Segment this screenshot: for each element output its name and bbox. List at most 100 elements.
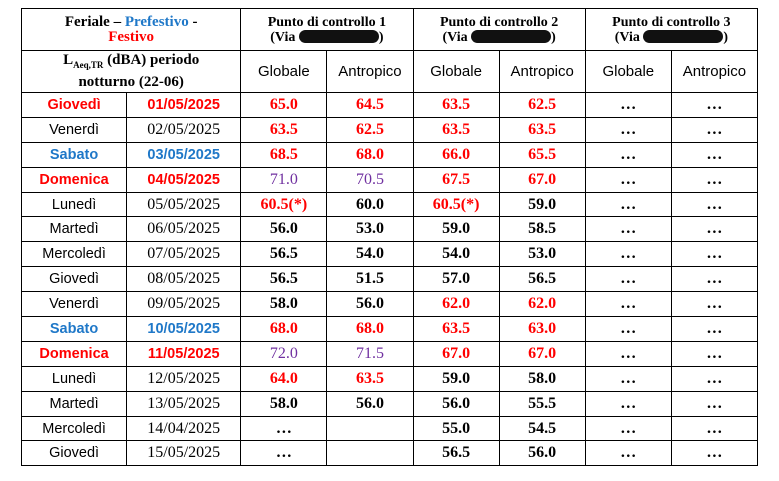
- legend-separator: -: [188, 13, 198, 30]
- row-day: Lunedì: [20, 191, 128, 218]
- value-cell: 65.0: [240, 92, 328, 118]
- table-row: Mercoledì 07/05/2025 56.5 54.0 54.0 53.0……: [20, 241, 759, 268]
- value-cell: …: [584, 390, 672, 417]
- point-3-header: Punto di controllo 3 (Via ): [584, 8, 759, 51]
- legend-prefestivo: Prefestivo: [124, 13, 189, 30]
- value-cell: 67.0: [498, 166, 586, 193]
- value-cell: 68.0: [326, 316, 414, 342]
- row-date: 04/05/2025: [126, 166, 242, 193]
- value-cell: …: [670, 216, 759, 243]
- row-day: Lunedì: [20, 365, 128, 392]
- value-cell: 58.5: [498, 216, 586, 243]
- value-cell: 65.5: [498, 141, 586, 168]
- row-date: 06/05/2025: [126, 216, 242, 243]
- table-row: Giovedì 15/05/2025… 56.5 56.0……: [20, 440, 759, 467]
- row-day: Mercoledì: [20, 241, 128, 268]
- laeq-unit-period: (dBA) periodo: [103, 52, 200, 68]
- laeq-period-label: LAeq,TR (dBA) periodo notturno (22-06): [20, 50, 242, 93]
- value-cell: 53.0: [326, 216, 414, 243]
- col-globale-p2: Globale: [412, 50, 500, 93]
- value-cell: 67.0: [412, 340, 500, 367]
- col-antropico-p2: Antropico: [498, 50, 586, 93]
- row-date: 02/05/2025: [126, 116, 242, 143]
- value-cell: …: [584, 116, 672, 143]
- value-cell: 71.0: [240, 166, 328, 193]
- value-cell: …: [584, 266, 672, 293]
- table-row: Martedì 13/05/2025 58.0 56.0 56.0 55.5……: [20, 390, 759, 417]
- legend-separator: –: [109, 13, 125, 30]
- value-cell: 60.5(*): [240, 191, 328, 218]
- value-cell: 56.0: [240, 216, 328, 243]
- laeq-subscript: Aeq,TR: [73, 60, 104, 70]
- redacted-street-mark: [643, 29, 724, 43]
- point-3-close: ): [723, 29, 729, 45]
- value-cell: 58.0: [240, 390, 328, 417]
- point-2-via: (Via: [442, 29, 468, 45]
- value-cell: …: [584, 241, 672, 268]
- table-row: Giovedì 08/05/2025 56.5 51.5 57.0 56.5……: [20, 266, 759, 293]
- value-cell: …: [670, 365, 759, 392]
- value-cell: 63.5: [412, 92, 500, 118]
- row-date: 07/05/2025: [126, 241, 242, 268]
- value-cell: 62.0: [498, 291, 586, 318]
- redacted-street-mark: [298, 29, 379, 43]
- row-date: 14/04/2025: [126, 415, 242, 442]
- col-antropico-p3: Antropico: [670, 50, 759, 93]
- row-day: Martedì: [20, 216, 128, 243]
- row-day: Venerdì: [20, 291, 128, 318]
- row-date: 09/05/2025: [126, 291, 242, 318]
- value-cell: 63.5: [326, 365, 414, 392]
- value-cell: …: [584, 92, 672, 118]
- header-row-points: Feriale – Prefestivo - Festivo Punto di …: [20, 8, 759, 51]
- value-cell: 72.0: [240, 340, 328, 367]
- value-cell: …: [670, 266, 759, 293]
- value-cell: …: [584, 191, 672, 218]
- value-cell: …: [670, 291, 759, 318]
- value-cell: 56.5: [240, 266, 328, 293]
- table-row: Domenica 04/05/2025 71.0 70.5 67.5 67.0……: [20, 166, 759, 193]
- point-2-close: ): [551, 29, 556, 45]
- table-row: Venerdì 09/05/2025 58.0 56.0 62.0 62.0……: [20, 291, 759, 318]
- row-day: Sabato: [20, 316, 128, 342]
- value-cell: 56.5: [412, 440, 500, 467]
- value-cell: …: [670, 316, 759, 342]
- value-cell: 54.0: [326, 241, 414, 268]
- laeq-symbol: L: [63, 52, 74, 68]
- table-row: Sabato 03/05/2025 68.5 68.0 66.0 65.5……: [20, 141, 759, 168]
- value-cell: 54.0: [412, 241, 500, 268]
- value-cell: 63.5: [240, 116, 328, 143]
- col-globale-p3: Globale: [584, 50, 672, 93]
- row-day: Giovedì: [20, 440, 128, 467]
- point-1-header: Punto di controllo 1 (Via ): [240, 8, 414, 51]
- value-cell: …: [670, 415, 759, 442]
- value-cell: …: [670, 440, 759, 467]
- table-row: Sabato 10/05/2025 68.0 68.0 63.5 63.0……: [20, 316, 759, 342]
- value-cell: 60.5(*): [412, 191, 500, 218]
- table-row: Martedì 06/05/2025 56.0 53.0 59.0 58.5……: [20, 216, 759, 243]
- laeq-night-period: notturno (22-06): [78, 74, 184, 90]
- value-cell: …: [670, 191, 759, 218]
- row-day: Giovedì: [20, 92, 128, 118]
- value-cell: 53.0: [498, 241, 586, 268]
- row-date: 11/05/2025: [126, 340, 242, 367]
- table-row: Venerdì 02/05/2025 63.5 62.5 63.5 63.5……: [20, 116, 759, 143]
- row-day: Domenica: [20, 166, 128, 193]
- value-cell: 67.5: [412, 166, 500, 193]
- value-cell: 56.0: [326, 390, 414, 417]
- value-cell: 54.5: [498, 415, 586, 442]
- row-day: Martedì: [20, 390, 128, 417]
- legend-day-types: Feriale – Prefestivo - Festivo: [20, 8, 242, 51]
- value-cell: 67.0: [498, 340, 586, 367]
- value-cell: 59.0: [498, 191, 586, 218]
- value-cell: …: [584, 316, 672, 342]
- value-cell: 56.0: [498, 440, 586, 467]
- legend-festivo: Festivo: [108, 28, 155, 45]
- col-antropico-p1: Antropico: [326, 50, 414, 93]
- noise-measurement-table: Feriale – Prefestivo - Festivo Punto di …: [20, 8, 759, 467]
- table-row: Domenica 11/05/2025 72.0 71.5 67.0 67.0……: [20, 340, 759, 367]
- value-cell: 70.5: [326, 166, 414, 193]
- point-2-header: Punto di controllo 2 (Via ): [412, 8, 586, 51]
- value-cell: 56.5: [240, 241, 328, 268]
- value-cell: …: [670, 116, 759, 143]
- value-cell: 62.5: [326, 116, 414, 143]
